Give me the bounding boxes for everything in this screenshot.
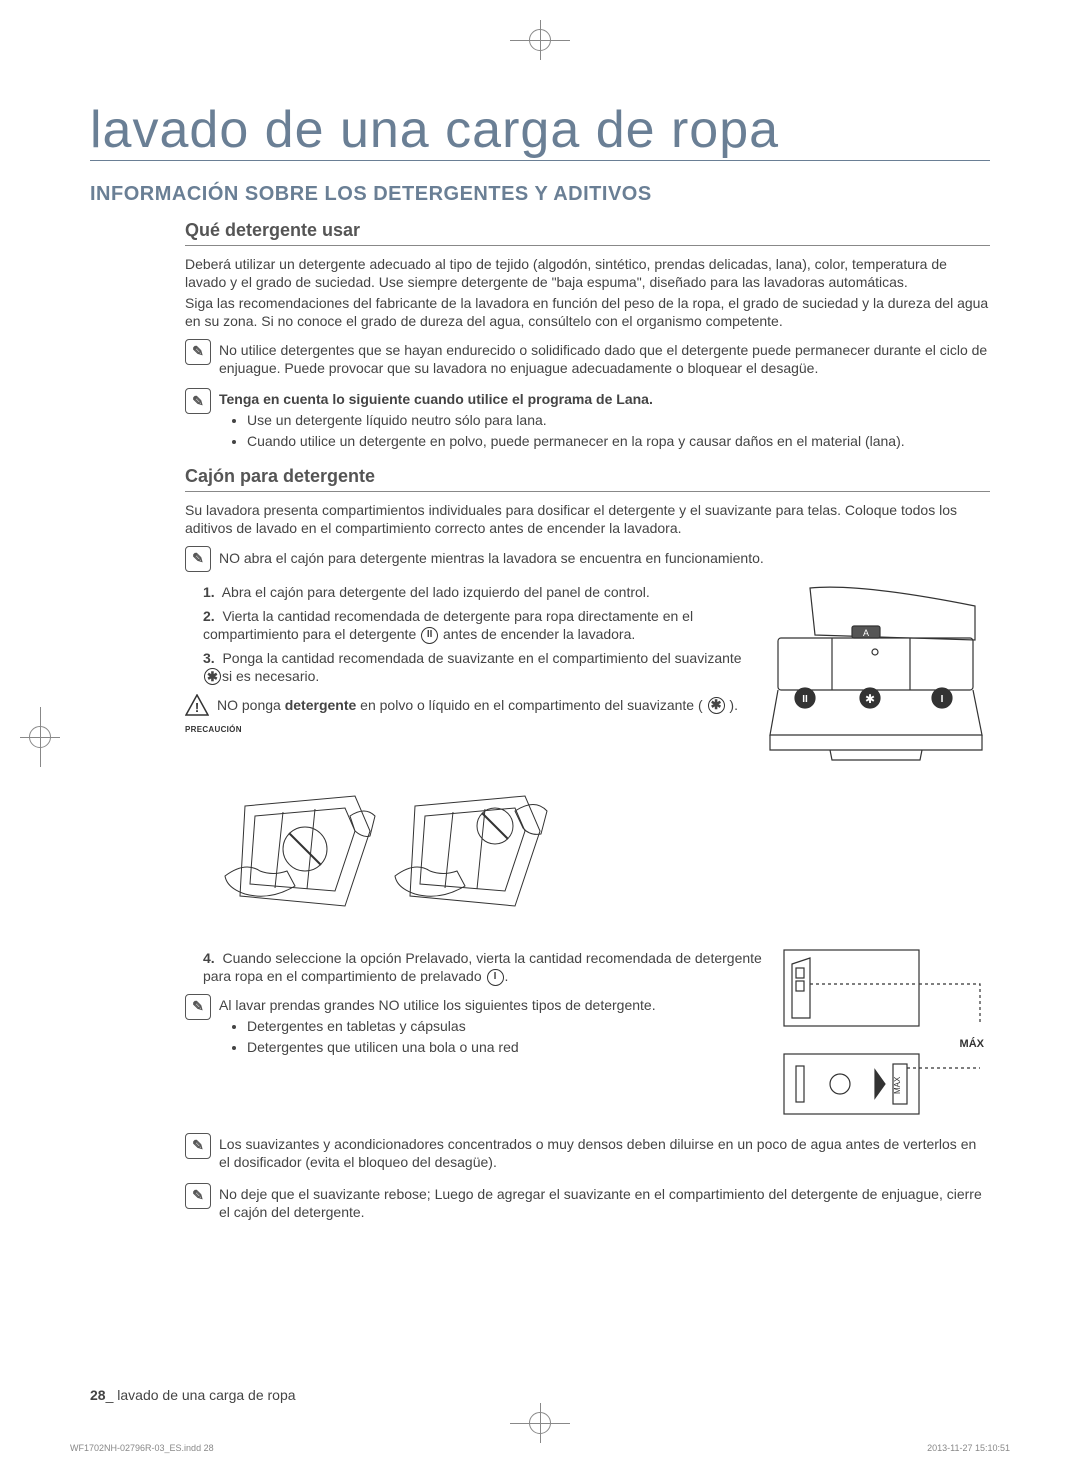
print-metadata: WF1702NH-02796R-03_ES.indd 28 2013-11-27…	[70, 1443, 1010, 1453]
print-timestamp: 2013-11-27 15:10:51	[927, 1443, 1010, 1453]
warning-icon: ! PRECAUCIÓN	[185, 694, 209, 716]
crop-mark-left	[20, 707, 60, 767]
svg-text:MAX: MAX	[893, 1076, 902, 1094]
subheading-drawer: Cajón para detergente	[185, 466, 990, 492]
footer-sep: _	[106, 1387, 118, 1403]
indd-filename: WF1702NH-02796R-03_ES.indd 28	[70, 1443, 214, 1453]
wool-bullet-2: Cuando utilice un detergente en polvo, p…	[247, 433, 905, 451]
footer-text: lavado de una carga de ropa	[117, 1387, 295, 1403]
note-wool: ✎ Tenga en cuenta lo siguiente cuando ut…	[185, 388, 990, 454]
step-1: 1. Abra el cajón para detergente del lad…	[203, 584, 744, 602]
step-3-text-b: si es necesario.	[222, 668, 319, 684]
wool-bullet-1: Use un detergente líquido neutro sólo pa…	[247, 412, 905, 430]
svg-text:!: !	[195, 700, 199, 715]
step-4-text-b: .	[505, 968, 509, 984]
manual-page: lavado de una carga de ropa INFORMACIÓN …	[0, 0, 1080, 1473]
para-detergent-1: Deberá utilizar un detergente adecuado a…	[185, 256, 990, 292]
note-icon: ✎	[185, 339, 211, 365]
note-body: Al lavar prendas grandes NO utilice los …	[219, 994, 656, 1060]
svg-text:I: I	[941, 694, 944, 705]
step4-text: 4. Cuando seleccione la opción Prelavado…	[185, 946, 764, 1125]
step-4-text-a: Cuando seleccione la opción Prelavado, v…	[203, 950, 762, 984]
max-diagrams: MÁX MAX	[780, 946, 990, 1125]
bigload-text: Al lavar prendas grandes NO utilice los …	[219, 997, 656, 1015]
content-block: Qué detergente usar Deberá utilizar un d…	[90, 220, 990, 1225]
note-big-load: ✎ Al lavar prendas grandes NO utilice lo…	[185, 994, 764, 1060]
step-3-text-a: Ponga la cantidad recomendada de suaviza…	[222, 650, 741, 666]
step-2: 2. Vierta la cantidad recomendada de det…	[203, 608, 744, 644]
caution-c: ).	[726, 697, 738, 713]
compartment-II-icon: II	[421, 627, 438, 644]
note-icon: ✎	[185, 1183, 211, 1209]
softener-icon: ✱	[708, 697, 725, 714]
step4-with-maxfig: 4. Cuando seleccione la opción Prelavado…	[185, 946, 990, 1125]
caution-label: PRECAUCIÓN	[185, 725, 209, 734]
svg-text:II: II	[802, 694, 808, 705]
note-overflow: ✎ No deje que el suavizante rebose; Lueg…	[185, 1183, 990, 1225]
note-icon: ✎	[185, 546, 211, 572]
note-icon: ✎	[185, 994, 211, 1020]
hands-diagram	[215, 776, 555, 936]
drawer-diagram: A II ✱ I	[760, 580, 990, 770]
steps-text: 1. Abra el cajón para detergente del lad…	[185, 580, 744, 770]
compartment-I-icon: I	[487, 969, 504, 986]
para-detergent-2: Siga las recomendaciones del fabricante …	[185, 295, 990, 331]
bigload-bullet-1: Detergentes en tabletas y cápsulas	[247, 1018, 656, 1036]
note-dont-open: ✎ NO abra el cajón para detergente mient…	[185, 546, 990, 572]
softener-icon: ✱	[204, 668, 221, 685]
caution-b: en polvo o líquido en el compartimento d…	[356, 697, 706, 713]
step-4: 4. Cuando seleccione la opción Prelavado…	[203, 950, 764, 986]
svg-text:A: A	[863, 628, 869, 638]
step-1-text: Abra el cajón para detergente del lado i…	[222, 584, 650, 600]
step-3: 3. Ponga la cantidad recomendada de suav…	[203, 650, 744, 686]
step-2-text-b: antes de encender la lavadora.	[439, 626, 635, 642]
caution-text: NO ponga detergente en polvo o líquido e…	[217, 697, 738, 715]
note-dilute: ✎ Los suavizantes y acondicionadores con…	[185, 1133, 990, 1175]
subheading-detergent: Qué detergente usar	[185, 220, 990, 246]
page-title: lavado de una carga de ropa	[90, 100, 990, 161]
note-body: Tenga en cuenta lo siguiente cuando util…	[219, 388, 905, 454]
note-icon: ✎	[185, 388, 211, 414]
crop-mark-bottom	[510, 1403, 570, 1443]
para-drawer-1: Su lavadora presenta compartimientos ind…	[185, 502, 990, 538]
caution-a: NO ponga	[217, 697, 285, 713]
max-label: MÁX	[780, 1038, 990, 1050]
crop-mark-top	[510, 20, 570, 60]
page-footer: 28_ lavado de una carga de ropa	[90, 1387, 296, 1403]
bigload-bullet-2: Detergentes que utilicen una bola o una …	[247, 1039, 656, 1057]
svg-text:✱: ✱	[865, 692, 875, 706]
note-text: NO abra el cajón para detergente mientra…	[219, 550, 764, 568]
caution-row: ! PRECAUCIÓN NO ponga detergente en polv…	[185, 694, 744, 718]
section-heading: INFORMACIÓN SOBRE LOS DETERGENTES Y ADIT…	[90, 183, 990, 206]
note-icon: ✎	[185, 1133, 211, 1159]
note-text: No utilice detergentes que se hayan endu…	[219, 342, 990, 378]
caution-bold: detergente	[285, 697, 357, 713]
note-text: Los suavizantes y acondicionadores conce…	[219, 1136, 990, 1172]
wool-heading: Tenga en cuenta lo siguiente cuando util…	[219, 391, 905, 409]
note-hardened-detergent: ✎ No utilice detergentes que se hayan en…	[185, 339, 990, 381]
steps-with-figure: 1. Abra el cajón para detergente del lad…	[185, 580, 990, 770]
page-number: 28	[90, 1387, 106, 1403]
note-text: No deje que el suavizante rebose; Luego …	[219, 1186, 990, 1222]
